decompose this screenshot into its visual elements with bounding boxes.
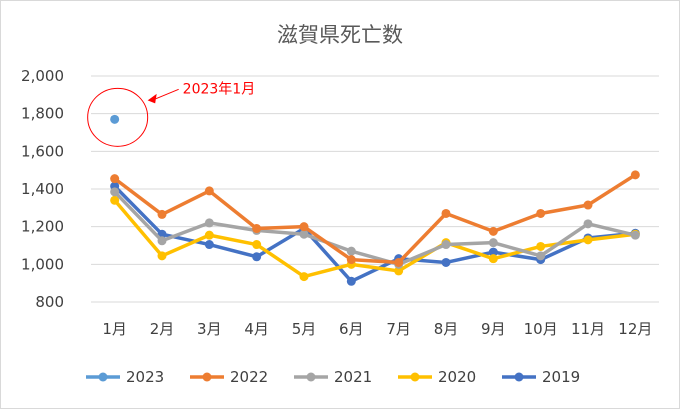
series-line-2019: [112, 184, 638, 284]
legend-marker: [98, 372, 108, 382]
annotation-arrowhead: [147, 93, 157, 104]
data-point-2021: [441, 240, 451, 250]
chart-title: 滋賀県死亡数: [277, 23, 403, 47]
series-2021: [110, 187, 640, 269]
legend-label: 2019: [542, 368, 580, 386]
series-line-2021: [112, 190, 638, 267]
data-point-2020: [583, 235, 593, 245]
x-tick-label: 8月: [434, 320, 459, 338]
x-axis-tick-labels: 1月 2月 3月 4月 5月 6月 7月 8月 9月 10月 11月 12月: [102, 320, 652, 338]
y-tick-label: 800: [35, 293, 64, 311]
data-point-2022: [583, 200, 593, 210]
data-point-2022: [157, 209, 167, 219]
x-tick-label: 5月: [292, 320, 317, 338]
legend-marker: [514, 372, 524, 382]
x-tick-label: 3月: [197, 320, 222, 338]
legend-marker: [202, 372, 212, 382]
x-tick-label: 4月: [244, 320, 269, 338]
data-point-2022: [394, 257, 404, 267]
series-line-2022: [112, 173, 638, 265]
x-tick-label: 10月: [524, 320, 558, 338]
data-point-2020: [157, 251, 167, 261]
annotation-label: 2023年1月: [183, 81, 256, 97]
data-point-2021: [583, 219, 593, 229]
legend-label: 2022: [230, 368, 268, 386]
data-point-2021: [536, 251, 546, 261]
data-point-2020: [488, 254, 498, 264]
data-point-2022: [346, 255, 356, 265]
series-line-2020: [112, 198, 638, 279]
y-tick-label: 1,400: [21, 180, 64, 198]
data-point-2022: [536, 208, 546, 218]
data-point-2020: [299, 272, 309, 282]
x-tick-label: 7月: [386, 320, 411, 338]
series-2022: [110, 170, 640, 267]
data-point-2022: [299, 222, 309, 232]
data-point-2020: [536, 241, 546, 251]
data-point-2021: [204, 218, 214, 228]
data-point-2022: [252, 224, 262, 234]
data-point-2021: [110, 187, 120, 197]
legend-label: 2020: [438, 368, 476, 386]
annotation-circle: [87, 87, 149, 147]
series-2023: [110, 114, 120, 124]
data-point-2019: [346, 276, 356, 286]
y-tick-label: 2,000: [21, 67, 64, 85]
x-tick-label: 9月: [481, 320, 506, 338]
data-point-2021: [346, 246, 356, 256]
data-point-2022: [110, 174, 120, 184]
legend-marker: [306, 372, 316, 382]
data-point-2022: [441, 208, 451, 218]
annotation: 2023年1月: [87, 81, 256, 147]
legend-marker: [410, 372, 420, 382]
x-tick-label: 1月: [102, 320, 127, 338]
legend-item-2023: 2023: [86, 368, 164, 386]
data-point-2019: [441, 257, 451, 267]
series-lines: [110, 114, 640, 286]
legend-label: 2021: [334, 368, 372, 386]
data-point-2022: [630, 170, 640, 180]
x-tick-label: 12月: [618, 320, 652, 338]
data-point-2019: [252, 252, 262, 262]
y-axis-tick-labels: 800 1,000 1,200 1,400 1,600 1,800 2,000: [21, 67, 64, 311]
data-point-2023: [110, 114, 120, 124]
data-point-2020: [204, 230, 214, 240]
y-tick-label: 1,800: [21, 105, 64, 123]
data-point-2020: [110, 195, 120, 205]
series-2020: [110, 195, 640, 282]
y-tick-label: 1,000: [21, 255, 64, 273]
data-point-2021: [488, 238, 498, 248]
series-2019: [110, 181, 640, 286]
x-tick-label: 2月: [150, 320, 175, 338]
legend-item-2019: 2019: [502, 368, 580, 386]
data-point-2020: [252, 240, 262, 250]
legend: 2023 2022 2021 2020 2019: [86, 368, 580, 386]
annotation-arrow: [155, 88, 179, 100]
x-tick-label: 6月: [339, 320, 364, 338]
data-point-2021: [299, 229, 309, 239]
y-tick-label: 1,600: [21, 142, 64, 160]
data-point-2020: [394, 266, 404, 276]
data-point-2019: [204, 240, 214, 250]
data-point-2019: [488, 247, 498, 257]
data-point-2022: [488, 226, 498, 236]
legend-item-2021: 2021: [294, 368, 372, 386]
x-tick-label: 11月: [571, 320, 605, 338]
legend-item-2020: 2020: [398, 368, 476, 386]
data-point-2021: [630, 230, 640, 240]
data-point-2021: [157, 236, 167, 246]
y-tick-label: 1,200: [21, 218, 64, 236]
data-point-2022: [204, 186, 214, 196]
legend-item-2022: 2022: [190, 368, 268, 386]
gridlines: [91, 75, 659, 303]
legend-label: 2023: [126, 368, 164, 386]
